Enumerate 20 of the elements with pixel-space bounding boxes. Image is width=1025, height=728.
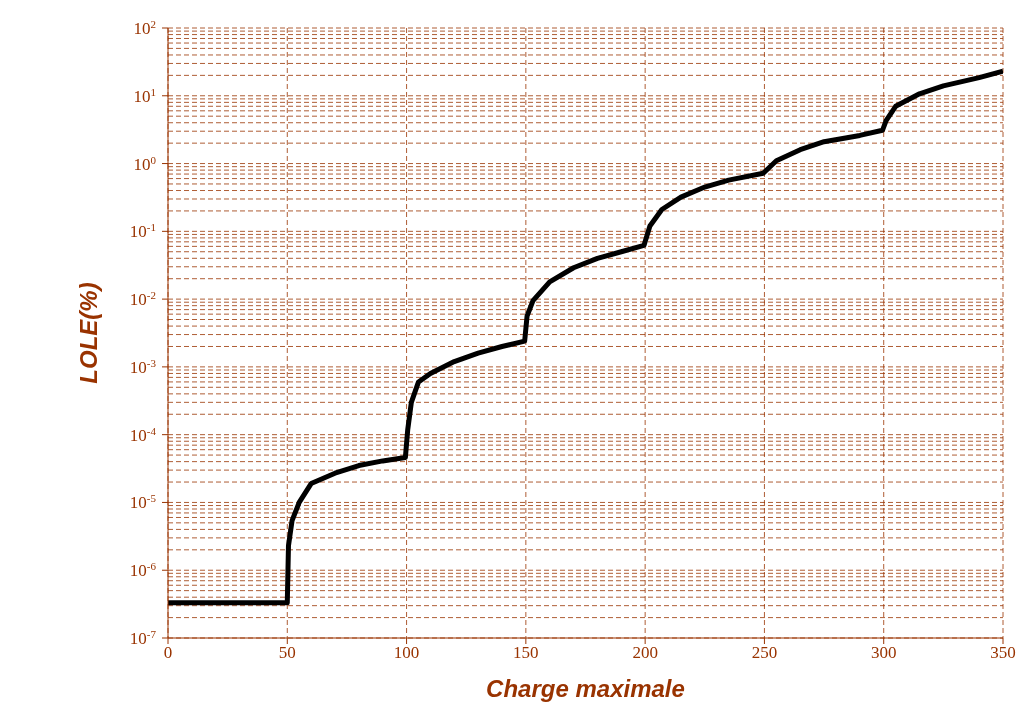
x-tick-label: 200	[632, 643, 658, 663]
y-tick-label: 10$^{0}$	[133, 153, 157, 174]
x-tick-label: 0	[163, 643, 173, 663]
y-tick-label: 10$^{-4}$	[129, 424, 157, 445]
y-tick-label: 10$^{-5}$	[129, 492, 157, 513]
x-tick-label: 50	[278, 643, 296, 663]
x-tick-label: 300	[870, 643, 897, 663]
y-tick-label: 10$^{-7}$	[129, 628, 157, 648]
y-tick-label: 10$^{1}$	[133, 85, 156, 106]
x-tick-label: 250	[751, 643, 778, 663]
y-tick-label: 10$^{-6}$	[129, 560, 157, 581]
x-tick-label: 150	[513, 643, 539, 663]
x-axis-title: Charge maximale	[486, 675, 685, 702]
y-tick-label: 10$^{-2}$	[129, 289, 156, 310]
y-tick-label: 10$^{-1}$	[129, 221, 156, 242]
x-tick-label: 100	[393, 643, 420, 663]
x-tick-label: 350	[990, 643, 1016, 663]
y-tick-label: 10$^{-3}$	[129, 356, 157, 377]
y-tick-label: 10$^{2}$	[133, 18, 156, 38]
y-axis-title: LOLE(%)	[74, 282, 102, 384]
